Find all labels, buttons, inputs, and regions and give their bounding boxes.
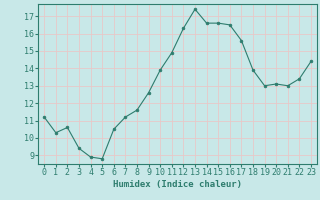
X-axis label: Humidex (Indice chaleur): Humidex (Indice chaleur) <box>113 180 242 189</box>
